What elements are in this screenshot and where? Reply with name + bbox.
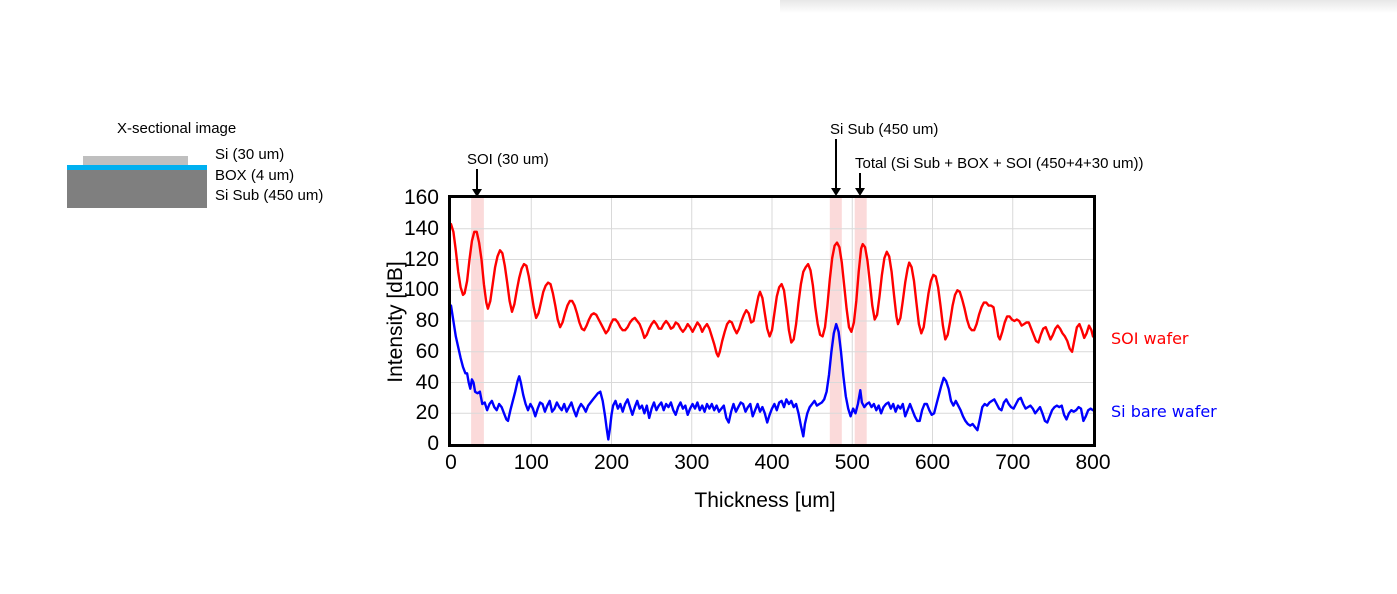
si-layer-label: Si (30 um) <box>215 146 285 163</box>
si-sub-layer-rect <box>67 170 207 208</box>
x-axis-title: Thickness [um] <box>694 489 836 512</box>
y-tick-label: 160 <box>403 186 439 209</box>
diagram-title: X-sectional image <box>117 120 237 137</box>
y-tick-label: 0 <box>427 432 439 455</box>
x-tick-label: 400 <box>754 451 790 474</box>
x-tick-label: 600 <box>914 451 951 474</box>
x-tick-label: 100 <box>513 451 549 474</box>
x-tick-label: 0 <box>445 451 457 474</box>
legend-si-bare-wafer: Si bare wafer <box>1111 402 1217 421</box>
y-tick-label: 120 <box>403 247 439 271</box>
y-tick-label: 80 <box>415 309 439 332</box>
plot-area <box>448 195 1096 447</box>
intensity-vs-thickness-chart <box>451 198 1093 444</box>
x-tick-label: 300 <box>674 451 710 474</box>
legend-soi-wafer: SOI wafer <box>1111 329 1189 348</box>
y-tick-label: 140 <box>403 216 439 240</box>
annotation-total-label: Total (Si Sub + BOX + SOI (450+4+30 um)) <box>855 155 1144 172</box>
si-sub-layer-label: Si Sub (450 um) <box>215 187 324 204</box>
x-tick-label: 700 <box>995 451 1031 474</box>
y-tick-label: 40 <box>415 370 439 394</box>
y-tick-label: 100 <box>403 278 439 302</box>
box-layer-label: BOX (4 um) <box>215 167 295 184</box>
y-tick-label: 60 <box>415 339 439 363</box>
x-tick-label: 800 <box>1075 451 1111 474</box>
y-tick-label: 20 <box>415 401 439 425</box>
window-shadow-artifact <box>780 0 1397 13</box>
annotation-sisub-label: Si Sub (450 um) <box>830 121 939 138</box>
box-layer-rect <box>67 165 207 170</box>
annotation-soi-label: SOI (30 um) <box>467 151 549 168</box>
x-tick-label: 500 <box>834 451 870 474</box>
x-tick-label: 200 <box>593 451 630 474</box>
si-layer-rect <box>83 156 188 165</box>
